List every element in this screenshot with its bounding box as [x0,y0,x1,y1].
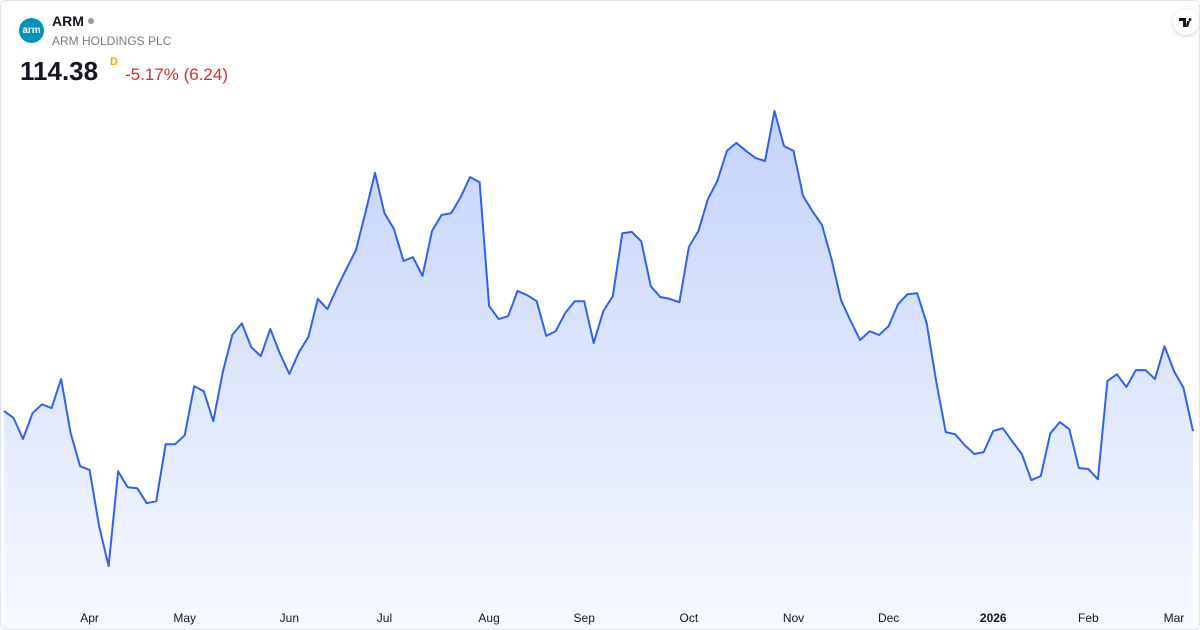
logo: arm [19,18,44,43]
x-tick-label: Oct [680,611,699,625]
area-fill [4,111,1193,629]
x-tick-label: May [173,611,196,625]
x-tick-label: Sep [574,611,596,625]
x-tick-label: Feb [1078,611,1099,625]
brand-badge [1173,9,1199,35]
price-change: -5.17% (6.24) [125,65,228,84]
symbol: ARM [52,13,84,29]
brand-icon [1179,18,1192,27]
x-tick-label: 2026 [980,611,1007,625]
x-tick-label: Apr [80,611,99,625]
price-flag: D [110,56,118,68]
price-line [3,110,1194,567]
price: 114.38 [20,56,99,86]
x-tick-label: Jun [280,611,299,625]
x-tick-label: Mar [1164,611,1185,625]
x-tick-label: Jul [377,611,392,625]
status-dot [88,18,94,24]
x-tick-label: Aug [478,611,499,625]
x-tick-label: Nov [783,611,804,625]
x-tick-label: Dec [878,611,899,625]
company-name: ARM HOLDINGS PLC [52,34,172,48]
